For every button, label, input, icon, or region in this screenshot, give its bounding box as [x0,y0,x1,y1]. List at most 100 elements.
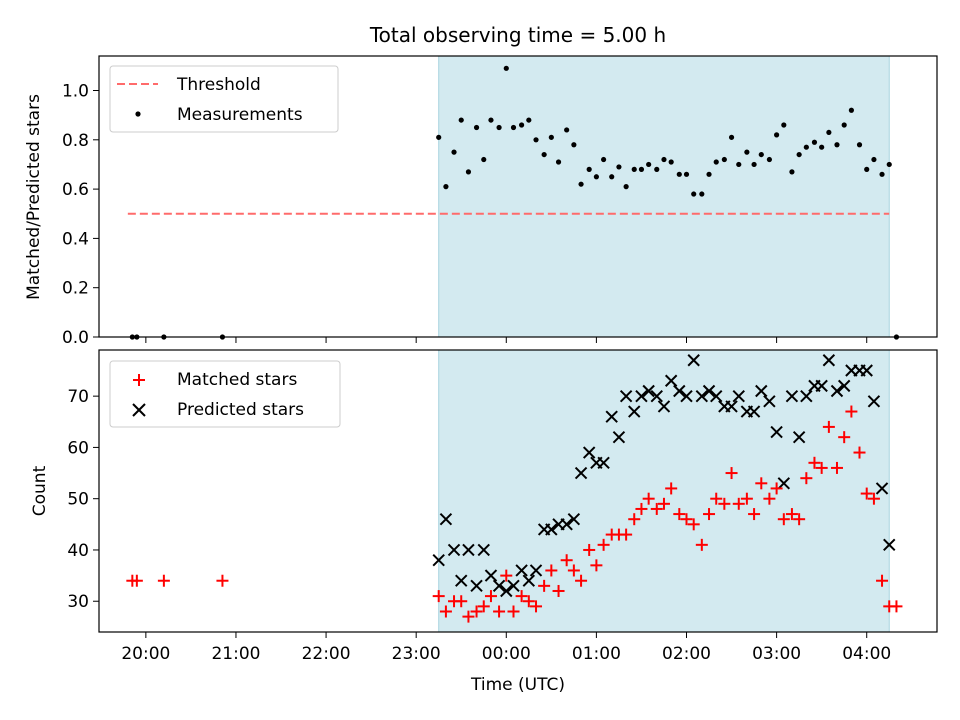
predicted-star-point [515,564,528,577]
matched-star-point [673,508,686,521]
top-observing-window [438,55,890,338]
measurement-point [871,156,877,163]
x-tick-label: 03:00 [752,644,801,664]
measurement-point [458,117,464,123]
measurement-point [519,122,525,128]
measurement-point [781,122,787,128]
measurement-point [631,166,637,172]
measurement-point [646,161,652,168]
measurement-point [555,159,562,165]
top-legend: Threshold Measurements [109,65,339,133]
matched-star-point [628,513,641,526]
top-measurement-points [129,65,900,340]
matched-star-point [470,605,483,618]
matched-star-point [500,569,513,582]
matched-star-point [216,574,229,587]
measurement-point [721,156,727,163]
predicted-star-point [574,466,588,480]
top-y-tick-label: 0.2 [62,279,89,299]
measurement-point [789,169,795,175]
chart-title: Total observing time = 5.00 h [369,23,666,47]
measurement-point [811,139,818,145]
matched-star-point [455,595,468,608]
bottom-y-tick-label: 40 [67,541,89,561]
measurement-point [819,144,825,150]
matched-star-point [830,461,843,474]
legend-predicted-label: Predicted stars [177,400,304,420]
legend-matched-swatch [133,374,145,386]
matched-star-point [530,600,543,613]
bottom-legend-box [109,360,341,428]
predicted-star-point [702,384,716,398]
measurement-point [661,156,667,163]
bottom-y-tick-label: 60 [67,438,89,458]
matched-star-point [439,605,452,618]
matched-star-point [822,420,835,433]
measurement-point [571,142,577,148]
measurement-point [706,171,712,177]
matched-star-point [770,482,783,495]
measurement-point [848,107,854,113]
matched-star-point [793,513,806,526]
measurement-point [728,134,735,140]
bottom-axes-frame [98,349,938,633]
matched-star-point [130,574,143,587]
predicted-star-point [560,518,573,531]
matched-star-point [432,590,445,603]
predicted-star-point [432,554,445,567]
matched-star-point [687,518,700,531]
predicted-star-point [875,482,889,495]
measurement-point [564,127,570,133]
measurement-point [638,166,645,172]
predicted-star-point [605,410,618,423]
measurement-point [841,122,847,128]
predicted-star-point [462,543,475,557]
legend-matched-label: Matched stars [177,370,297,390]
predicted-star-point [800,389,813,403]
measurement-point [578,181,584,187]
predicted-star-point [725,400,738,413]
predicted-star-point [567,512,581,526]
measurement-point [473,124,480,131]
matched-star-point [838,431,851,444]
top-legend-box [109,65,339,133]
measurement-point [683,171,690,177]
measurement-point [758,151,764,158]
matched-star-point [575,574,588,587]
measurement-point [503,65,509,71]
matched-star-point [718,497,731,510]
matched-star-point [590,559,603,572]
measurement-point [699,191,705,197]
matched-star-point [680,513,693,526]
predicted-star-point [642,384,655,398]
x-tick-label: 01:00 [572,644,621,664]
matched-star-point [538,579,551,592]
measurement-point [886,161,892,168]
predicted-star-point [657,400,671,413]
matched-star-point [507,605,520,618]
measurement-point [751,161,757,168]
matched-star-point [597,538,610,551]
top-y-axis-label: Matched/Predicted stars [24,94,44,300]
measurement-point [864,166,870,172]
x-tick-label: 20:00 [121,644,170,664]
bottom-y-tick-label: 30 [67,592,89,612]
measurement-point [668,159,674,165]
predicted-star-point [507,579,520,593]
bottom-y-axis-label: Count [30,465,50,516]
measurement-point [496,124,502,131]
measurement-point [443,184,449,190]
predicted-star-point [792,430,806,444]
matched-star-point [763,492,776,505]
x-tick-label: 02:00 [662,644,711,664]
matched-star-point [477,600,490,613]
matched-star-point [493,605,506,618]
predicted-star-point [830,384,844,398]
x-tick-label: 04:00 [842,644,891,664]
legend-measurements-swatch [135,111,141,117]
measurement-point [586,166,592,172]
legend-threshold-label: Threshold [176,75,261,95]
matched-star-point [755,477,768,490]
x-tick-label: 00:00 [482,644,531,664]
predicted-star-point [582,446,596,459]
